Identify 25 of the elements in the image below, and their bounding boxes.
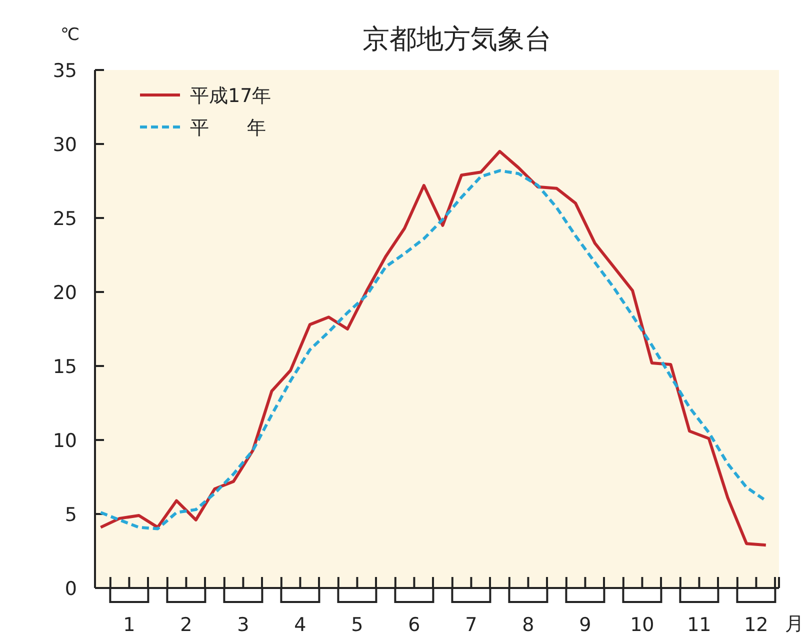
y-tick-label: 25 (52, 208, 77, 230)
chart-title: 京都地方気象台 (362, 24, 552, 55)
x-tick-label: 8 (522, 614, 534, 636)
y-tick-label: 5 (64, 504, 77, 526)
x-tick-label: 4 (294, 614, 306, 636)
x-tick-label: 2 (180, 614, 192, 636)
y-tick-label: 30 (52, 134, 77, 156)
x-tick-label: 11 (687, 614, 712, 636)
x-tick-label: 12 (744, 614, 768, 636)
x-tick-label: 6 (408, 614, 420, 636)
y-tick-label: 35 (52, 60, 77, 82)
x-tick-label: 3 (237, 614, 250, 636)
y-tick-label: 20 (52, 282, 77, 304)
y-tick-label: 10 (52, 430, 77, 452)
x-tick-label: 7 (465, 614, 478, 636)
x-tick-label: 5 (351, 614, 364, 636)
y-tick-label: 15 (52, 356, 77, 378)
legend-label: 平成17年 (190, 85, 272, 107)
y-tick-label: 0 (64, 578, 77, 600)
x-tick-label: 9 (579, 614, 592, 636)
x-tick-label: 10 (630, 614, 654, 636)
x-axis-title: 月 (785, 613, 804, 635)
x-tick-label: 1 (123, 614, 136, 636)
y-axis-title: ℃ (60, 25, 80, 45)
legend-label: 平 年 (190, 117, 266, 139)
